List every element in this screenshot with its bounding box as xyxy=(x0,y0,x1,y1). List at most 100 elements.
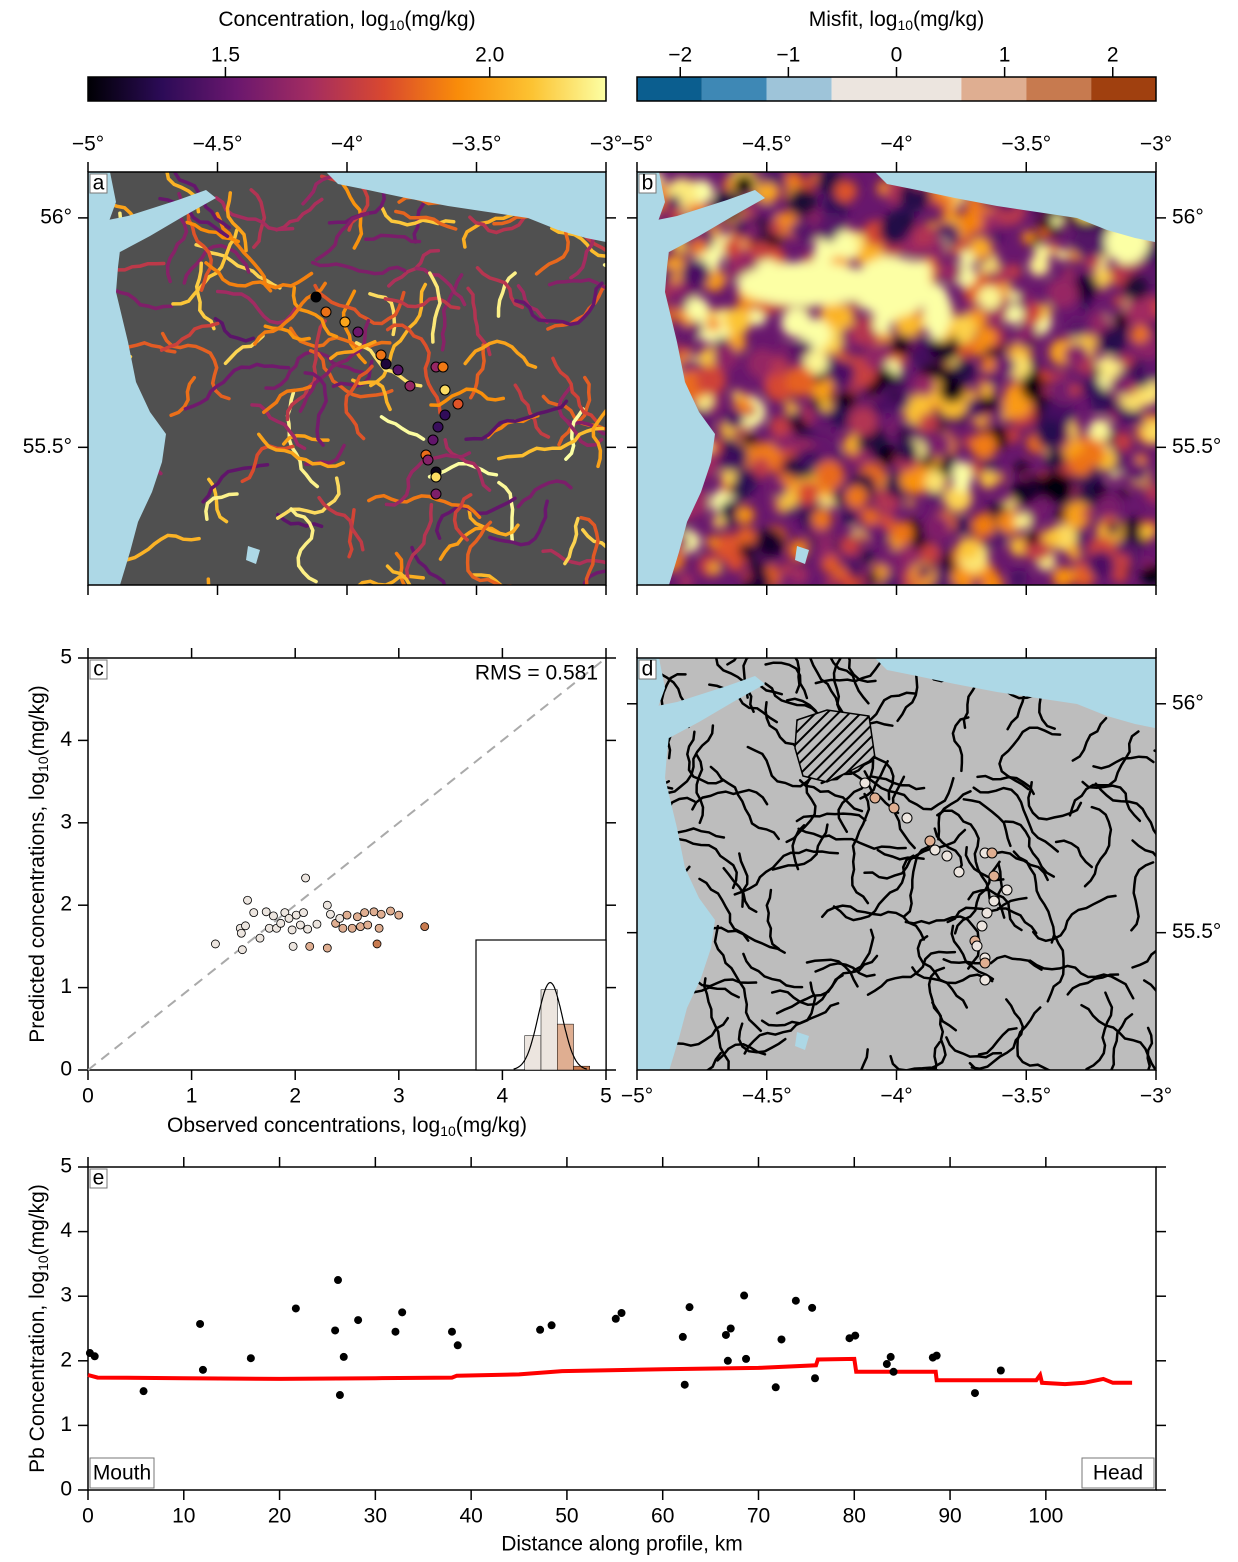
scatter-point xyxy=(236,928,246,938)
colorbar-block xyxy=(961,77,1027,101)
surface-blob xyxy=(957,537,980,560)
scatter-point xyxy=(211,939,220,949)
river xyxy=(475,266,525,310)
map-body xyxy=(88,172,606,585)
surface-blob xyxy=(712,515,726,529)
sea xyxy=(637,172,715,585)
surface-blob xyxy=(818,412,833,428)
river xyxy=(1130,861,1155,932)
observed-point xyxy=(611,1314,620,1323)
y-axis-title-text: Predicted concentrations, log xyxy=(26,772,49,1043)
river xyxy=(289,507,318,584)
map-body xyxy=(637,172,1156,585)
river xyxy=(310,260,407,276)
y-tick-label: 56° xyxy=(1172,691,1204,714)
x-tick-label: 70 xyxy=(747,1505,770,1528)
surface-blob xyxy=(769,416,790,437)
observed-point xyxy=(246,1354,255,1363)
profile-sample xyxy=(392,364,404,376)
scatter-point xyxy=(299,908,308,918)
profile-sample xyxy=(941,850,953,862)
surface-blob xyxy=(891,521,914,544)
y-tick-label: 5 xyxy=(60,646,72,669)
colorbar-block xyxy=(766,77,832,101)
scatter-point xyxy=(376,909,386,919)
x-tick-label: 20 xyxy=(268,1505,291,1528)
x-tick-label: −3° xyxy=(1140,133,1172,156)
sea xyxy=(875,658,1155,728)
river xyxy=(950,924,995,981)
surface-blob xyxy=(1095,494,1121,520)
river xyxy=(911,966,994,985)
y-tick-label: 3 xyxy=(60,810,72,833)
colorbar-block xyxy=(1091,77,1156,101)
panel-label: a xyxy=(89,172,108,195)
surface-blob xyxy=(866,571,880,585)
river xyxy=(351,378,392,412)
surface-blob xyxy=(918,412,939,433)
scatter-point xyxy=(338,923,348,933)
observed-point xyxy=(791,1296,800,1305)
surface-blob xyxy=(741,571,751,581)
river xyxy=(837,758,875,834)
surface-blob xyxy=(1054,508,1066,520)
observed-point xyxy=(723,1356,732,1365)
surface-blob xyxy=(804,350,829,375)
river xyxy=(1054,839,1094,869)
y-tick-label: 55.5° xyxy=(23,435,72,458)
surface-blob xyxy=(1026,340,1035,349)
surface-blob xyxy=(1040,370,1051,382)
y-tick-label: 1 xyxy=(60,1413,72,1436)
panel-label-text: a xyxy=(93,172,105,195)
observed-point xyxy=(680,1380,689,1389)
surface-blob xyxy=(1143,421,1156,444)
y-tick-label: 56° xyxy=(40,205,72,228)
surface-blob xyxy=(1049,376,1079,406)
river xyxy=(976,774,1035,796)
river xyxy=(1146,1026,1154,1070)
river xyxy=(709,765,780,841)
surface-blob xyxy=(1128,463,1148,484)
surface-blob xyxy=(959,250,975,267)
river xyxy=(204,261,314,290)
observed-point xyxy=(391,1327,400,1336)
river xyxy=(1031,894,1117,943)
observed-point xyxy=(447,1327,456,1336)
profile-sample xyxy=(986,847,998,859)
river xyxy=(742,658,755,713)
observed-point xyxy=(811,1374,820,1383)
surface-blob xyxy=(840,535,860,556)
river xyxy=(257,432,346,469)
scatter-point xyxy=(249,908,259,918)
surface-blob xyxy=(1066,544,1081,559)
surface-blob xyxy=(1094,268,1113,287)
land xyxy=(637,658,1156,1070)
river xyxy=(582,569,606,585)
profile-sample xyxy=(979,957,991,969)
scatter-point xyxy=(386,906,395,916)
y-tick-label: 55.5° xyxy=(1172,920,1221,943)
surface-blob xyxy=(976,327,997,348)
scatter-point xyxy=(276,918,286,928)
river xyxy=(496,271,517,318)
hatched-catchment xyxy=(794,709,876,783)
surface-blob xyxy=(979,392,999,412)
scatter-point xyxy=(347,923,357,933)
profile-sample xyxy=(310,291,322,303)
river xyxy=(329,339,377,361)
x-axis-title: Observed concentrations, log10(mg/kg) xyxy=(167,1114,527,1139)
x-tick-label: −5° xyxy=(621,133,653,156)
map-body xyxy=(637,658,1156,1070)
surface-hot xyxy=(737,262,877,306)
gaussian-fit xyxy=(513,981,587,1070)
x-tick-label: 30 xyxy=(364,1505,387,1528)
river xyxy=(551,356,599,423)
colorbar-title: Misfit, log10(mg/kg) xyxy=(809,8,984,33)
river xyxy=(805,958,859,988)
surface-blob xyxy=(959,210,983,234)
surface-blob xyxy=(1122,274,1149,301)
observed-point xyxy=(970,1389,979,1398)
scatter-point xyxy=(291,910,301,920)
river xyxy=(488,499,549,547)
panel-label: c xyxy=(89,658,108,681)
